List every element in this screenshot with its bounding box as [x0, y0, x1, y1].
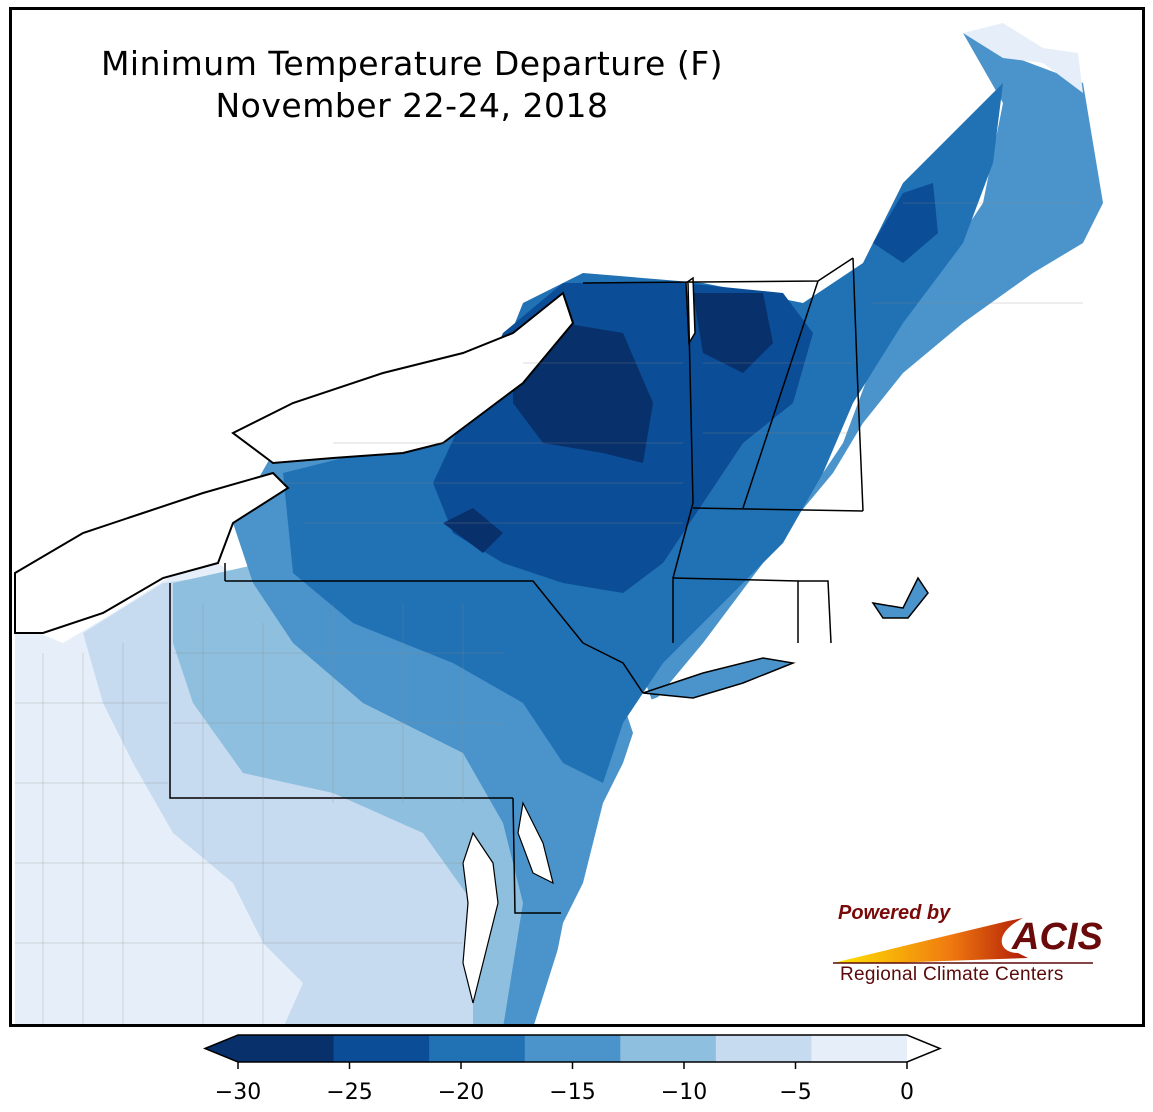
band-below-30-south	[443, 508, 503, 553]
acis-powered-by: Powered by	[838, 902, 951, 924]
colorbar-tick-label: −20	[437, 1080, 485, 1105]
colorbar-band	[524, 1035, 621, 1062]
chesapeake-bay	[462, 831, 499, 1004]
lake-erie	[14, 471, 290, 634]
delaware-bay	[517, 801, 554, 885]
band-10-to-15	[173, 563, 563, 1024]
map-title: Minimum Temperature Departure (F)	[100, 44, 724, 83]
colorbar	[203, 1034, 942, 1069]
maine-north-tip	[963, 23, 1083, 93]
cape-cod	[871, 576, 929, 619]
colorbar-extend-high	[907, 1035, 940, 1062]
colorbar-band	[620, 1035, 717, 1062]
county-lines	[15, 202, 1083, 1024]
colorbar-band	[238, 1035, 335, 1062]
colorbar-tick-label: −15	[549, 1080, 596, 1105]
long-island	[642, 657, 796, 699]
colorbar-tick-label: 0	[900, 1080, 914, 1105]
colorbar-band	[715, 1035, 812, 1062]
lake-ontario	[231, 291, 575, 465]
colorbar-band	[811, 1035, 908, 1062]
acis-swoosh-icon	[833, 918, 1093, 964]
colorbar-tick-label: −5	[779, 1080, 812, 1105]
band-below-30	[513, 323, 653, 463]
colorbar-tick-label: −10	[660, 1080, 708, 1105]
acis-subtitle: Regional Climate Centers	[840, 964, 1064, 985]
map-frame: Minimum Temperature Departure (F) Novemb…	[9, 7, 1145, 1027]
atlantic-ocean	[543, 303, 1142, 1024]
state-borders	[169, 257, 864, 914]
acis-logo-text: ACIS	[1012, 916, 1103, 958]
colorbar-band	[429, 1035, 526, 1062]
colorbar-tick-label: −25	[326, 1080, 373, 1105]
colorbar-extend-low	[205, 1035, 238, 1062]
colorbar-tick-label: −30	[214, 1080, 262, 1105]
map-subtitle: November 22-24, 2018	[215, 86, 609, 125]
band-below-30-adirondack	[693, 293, 773, 373]
colorbar-band	[333, 1035, 430, 1062]
temperature-departure-map	[14, 23, 1142, 1024]
